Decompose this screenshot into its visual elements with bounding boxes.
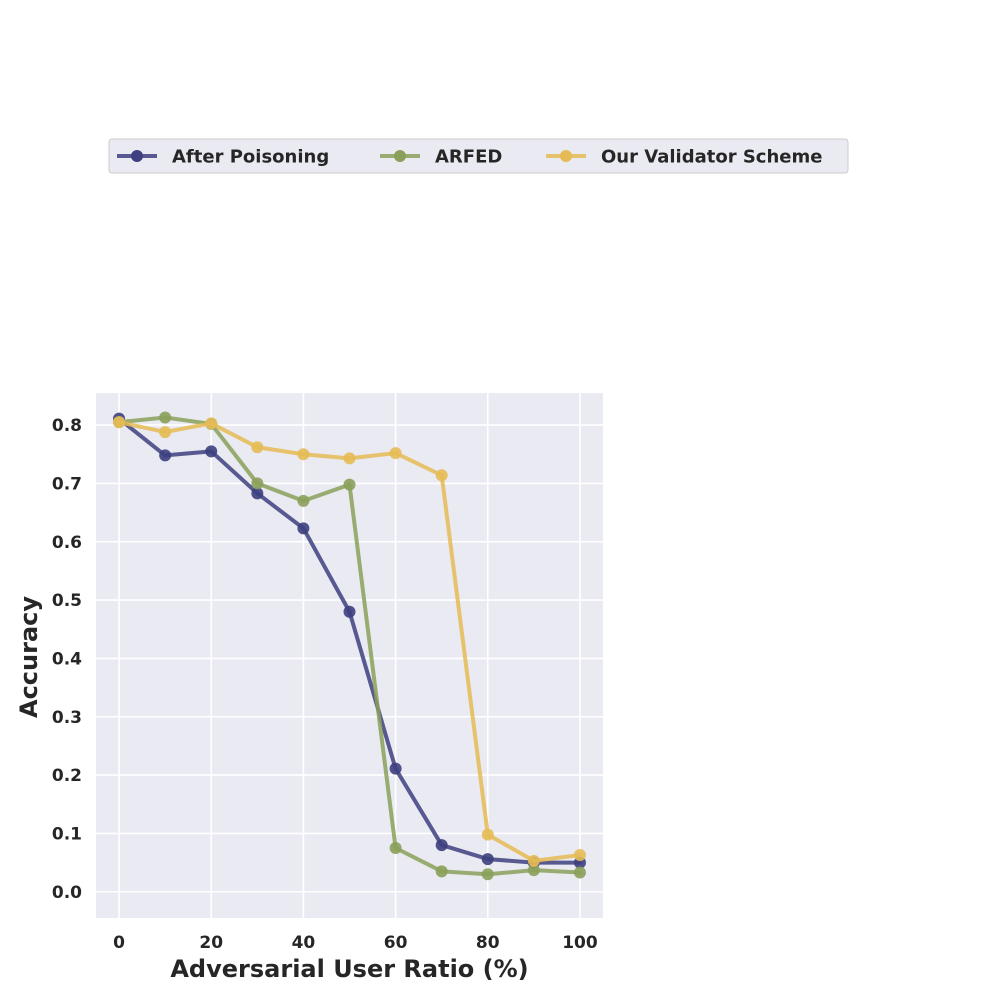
data-point — [159, 411, 172, 424]
data-point — [251, 487, 264, 500]
y-tick-label: 0.2 — [52, 766, 82, 786]
x-tick-label: 60 — [384, 933, 408, 953]
data-point — [481, 828, 494, 841]
series-group — [113, 411, 586, 881]
x-tick-label: 20 — [199, 933, 223, 953]
x-tick-label: 40 — [292, 933, 316, 953]
legend-label: ARFED — [435, 147, 502, 168]
data-point — [343, 452, 356, 465]
data-point — [435, 469, 448, 482]
legend-item-our-validator-scheme: Our Validator Scheme — [546, 147, 822, 168]
data-point — [573, 866, 586, 879]
data-point — [343, 605, 356, 618]
y-tick-label: 0.0 — [52, 883, 82, 903]
y-tick-label: 0.8 — [52, 416, 82, 436]
y-tick-label: 0.3 — [52, 708, 82, 728]
y-tick-label: 0.6 — [52, 533, 82, 553]
x-tick-label: 80 — [476, 933, 500, 953]
legend-marker — [560, 150, 572, 162]
data-point — [297, 522, 310, 535]
x-tick-label: 100 — [562, 933, 598, 953]
data-point — [527, 864, 540, 877]
y-tick-labels: 0.0 0.1 0.2 0.3 0.4 0.5 0.6 0.7 0.8 — [52, 416, 82, 903]
y-tick-label: 0.1 — [52, 824, 82, 844]
data-point — [205, 417, 218, 430]
y-axis-title: Accuracy — [15, 596, 43, 718]
data-point — [159, 426, 172, 439]
x-axis-title: Adversarial User Ratio (%) — [170, 955, 528, 983]
data-point — [205, 445, 218, 458]
data-point — [159, 449, 172, 462]
data-point — [343, 478, 356, 491]
y-tick-label: 0.5 — [52, 591, 82, 611]
data-point — [527, 854, 540, 867]
data-point — [389, 447, 402, 460]
data-point — [389, 842, 402, 854]
data-point — [297, 494, 310, 507]
data-point — [481, 853, 494, 866]
series-our-validator-scheme — [113, 416, 586, 867]
legend: After Poisoning ARFED Our Validator Scheme — [108, 138, 849, 174]
data-point — [481, 868, 494, 881]
plot-background — [96, 393, 603, 918]
legend-item-arfed: ARFED — [380, 147, 502, 168]
data-point — [573, 849, 586, 861]
y-tick-label: 0.7 — [52, 474, 82, 494]
x-tick-label: 0 — [113, 933, 125, 953]
x-tick-labels: 0 20 40 60 80 100 — [113, 933, 598, 953]
legend-item-after-poisoning: After Poisoning — [117, 147, 329, 168]
data-point — [113, 416, 126, 429]
data-point — [251, 477, 264, 490]
legend-label: After Poisoning — [172, 147, 329, 168]
legend-marker — [394, 150, 406, 162]
data-point — [297, 448, 310, 461]
data-point — [389, 762, 402, 775]
legend-box — [108, 138, 849, 174]
y-tick-label: 0.4 — [52, 649, 82, 669]
legend-label: Our Validator Scheme — [601, 147, 822, 168]
data-point — [251, 441, 264, 454]
data-point — [435, 865, 448, 878]
data-point — [435, 839, 448, 852]
legend-marker — [131, 150, 143, 162]
